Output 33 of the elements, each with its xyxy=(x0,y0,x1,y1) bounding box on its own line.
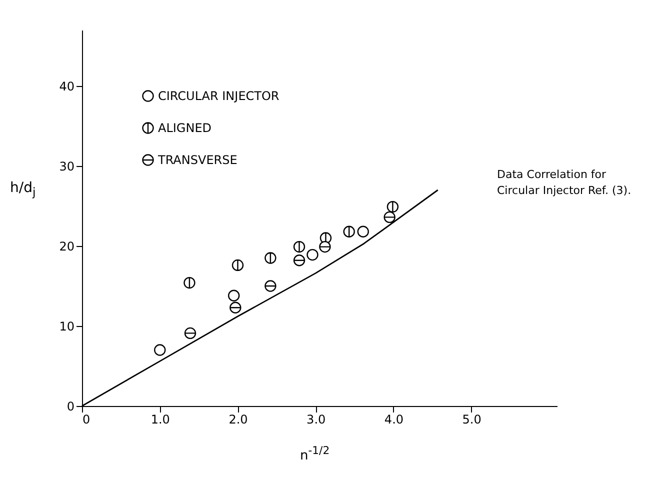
x-tick-label: 1.0 xyxy=(150,412,170,426)
point xyxy=(319,240,331,253)
point xyxy=(184,327,196,340)
point xyxy=(293,254,306,266)
point xyxy=(232,259,244,272)
x-tick-label: 2.0 xyxy=(228,412,248,426)
point xyxy=(228,290,240,302)
point xyxy=(230,302,242,314)
point xyxy=(184,276,196,289)
point xyxy=(264,280,276,292)
point xyxy=(386,200,399,213)
y-axis-title: h/d$_{j}$ xyxy=(10,180,36,199)
legend-label: ALIGNED xyxy=(158,121,212,135)
point xyxy=(357,226,369,238)
legend-label: TRANSVERSE xyxy=(157,153,238,167)
x-tick-label: 5.0 xyxy=(462,412,482,426)
annotation: Data Correlation for Circular Injector Ref. (3). xyxy=(497,168,632,197)
point xyxy=(343,226,355,238)
x-axis-title: n$^{-1/2}$ xyxy=(300,444,330,464)
y-tick-label: 10 xyxy=(59,320,74,334)
point xyxy=(384,211,396,224)
point xyxy=(264,252,276,264)
y-tick-label: 20 xyxy=(59,240,74,254)
x-tick-label: 3.0 xyxy=(306,412,326,426)
x-tick-label: 4.0 xyxy=(384,412,404,426)
y-tick-label: 30 xyxy=(59,160,74,174)
y-tick-label: 40 xyxy=(59,80,74,94)
point xyxy=(293,240,306,253)
point xyxy=(306,248,318,261)
x-tick-label: 0 xyxy=(82,412,90,426)
y-tick-label: 0 xyxy=(66,400,74,414)
point xyxy=(154,344,166,356)
legend-label: CIRCULAR INJECTOR xyxy=(158,89,280,103)
